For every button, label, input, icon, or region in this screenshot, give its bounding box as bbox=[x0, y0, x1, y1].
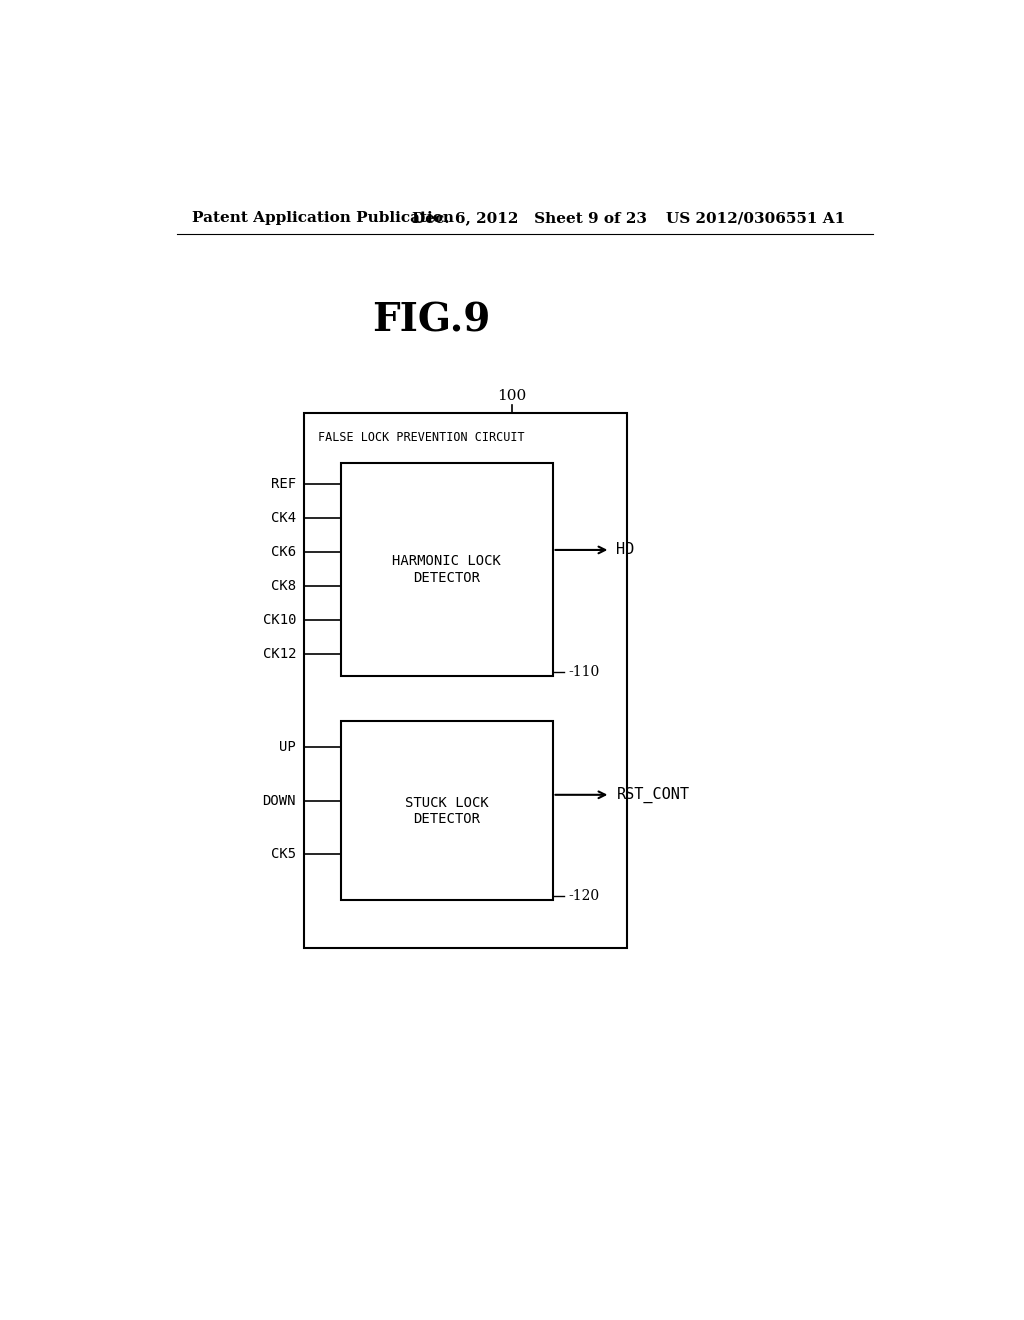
Text: DETECTOR: DETECTOR bbox=[413, 812, 480, 826]
Text: FALSE LOCK PREVENTION CIRCUIT: FALSE LOCK PREVENTION CIRCUIT bbox=[317, 430, 524, 444]
Text: -120: -120 bbox=[568, 890, 599, 903]
Text: CK12: CK12 bbox=[262, 647, 296, 661]
Text: STUCK LOCK: STUCK LOCK bbox=[404, 796, 488, 809]
Text: CK10: CK10 bbox=[262, 614, 296, 627]
Text: DETECTOR: DETECTOR bbox=[413, 572, 480, 586]
Text: HD: HD bbox=[616, 543, 635, 557]
Bar bbox=[304, 412, 628, 948]
Text: CK5: CK5 bbox=[271, 846, 296, 861]
Text: CK4: CK4 bbox=[271, 511, 296, 525]
Text: REF: REF bbox=[271, 477, 296, 491]
Text: -110: -110 bbox=[568, 665, 599, 678]
Text: Dec. 6, 2012   Sheet 9 of 23: Dec. 6, 2012 Sheet 9 of 23 bbox=[412, 211, 646, 226]
Text: US 2012/0306551 A1: US 2012/0306551 A1 bbox=[666, 211, 845, 226]
Text: RST_CONT: RST_CONT bbox=[616, 787, 689, 803]
Text: 100: 100 bbox=[497, 388, 526, 403]
Text: CK6: CK6 bbox=[271, 545, 296, 560]
Text: Patent Application Publication: Patent Application Publication bbox=[193, 211, 455, 226]
Text: DOWN: DOWN bbox=[262, 793, 296, 808]
Bar bbox=[341, 462, 553, 676]
Text: CK8: CK8 bbox=[271, 579, 296, 593]
Text: HARMONIC LOCK: HARMONIC LOCK bbox=[392, 554, 501, 569]
Text: UP: UP bbox=[280, 741, 296, 755]
Text: FIG.9: FIG.9 bbox=[372, 301, 490, 339]
Bar bbox=[341, 721, 553, 900]
